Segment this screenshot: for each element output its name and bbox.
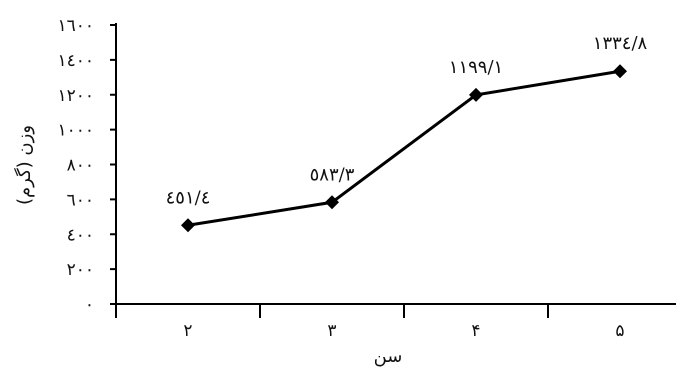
series-line [187, 69, 621, 227]
y-tick-label: ٨٠٠ [67, 156, 94, 176]
data-labels: ٤٥١/٤ ٥٨٣/٣ ١١٩٩/١ ١٣٣٤/٨ [166, 33, 648, 208]
axes [110, 23, 676, 305]
y-tick-label: ٠ [85, 295, 94, 315]
y-tick-label: ١٢٠٠ [57, 86, 94, 106]
y-tick-label: ١٤٠٠ [57, 51, 94, 71]
y-tick-label: ٢٠٠ [67, 260, 94, 280]
y-tick-label: ١٠٠٠ [57, 121, 94, 141]
series [181, 64, 627, 233]
data-point [325, 195, 339, 210]
data-label: ٥٨٣/٣ [310, 164, 355, 185]
y-tick-label: ٦٠٠ [67, 190, 94, 210]
data-point [613, 64, 627, 79]
x-axis-title: سن [374, 346, 403, 367]
data-point [181, 218, 195, 233]
y-axis-ticks: ٠ ٢٠٠ ٤٠٠ ٦٠٠ ٨٠٠ ١٠٠٠ ١٢٠٠ ١٤٠٠ ١٦٠٠ [57, 16, 116, 315]
y-tick-label: ١٦٠٠ [57, 16, 94, 36]
x-tick-label: ۳ [327, 321, 336, 341]
x-tick-label: ۵ [615, 321, 624, 341]
y-axis-title: وزن (گرم) [13, 125, 35, 205]
x-axis-ticks: ۲ ۳ ۴ ۵ [115, 304, 625, 341]
data-label: ١٣٣٤/٨ [593, 33, 648, 54]
data-point [469, 87, 483, 102]
y-tick-label: ٤٠٠ [67, 225, 94, 245]
data-label: ١١٩٩/١ [449, 57, 503, 78]
data-label: ٤٥١/٤ [166, 187, 211, 208]
x-tick-label: ۲ [183, 321, 192, 341]
x-tick-label: ۴ [471, 321, 480, 341]
